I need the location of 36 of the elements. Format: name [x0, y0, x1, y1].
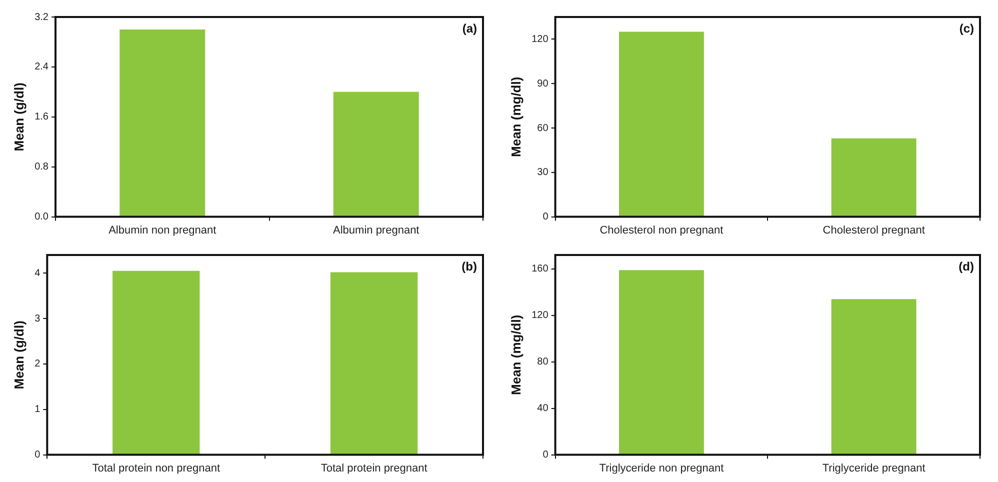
y-tick-label: 0.0: [34, 212, 49, 223]
y-tick-label: 160: [532, 264, 549, 275]
y-axis-title: Mean (mg/dl): [508, 76, 524, 157]
y-tick-label: 90: [537, 78, 549, 90]
y-axis-title: Mean (g/dl): [11, 82, 26, 152]
y-tick-label: 1: [34, 404, 41, 416]
y-axis-title: Mean (g/dl): [11, 320, 26, 390]
x-tick-label: Triglyceride pregnant: [822, 462, 926, 474]
y-tick-label: 120: [532, 310, 549, 322]
x-tick-label: Total protein non pregnant: [92, 462, 220, 474]
y-tick-label: 0: [542, 212, 549, 223]
annotation: (d): [958, 259, 974, 274]
y-tick-label: 3: [34, 313, 41, 324]
y-tick-label: 2.4: [34, 62, 49, 73]
x-tick-label: Triglyceride non pregnant: [599, 462, 724, 474]
y-tick-label: 0: [34, 450, 41, 461]
y-tick-label: 60: [537, 122, 549, 134]
x-tick-label: Total protein pregnant: [320, 462, 428, 474]
y-tick-label: 120: [532, 34, 549, 45]
annotation: (b): [462, 259, 477, 274]
y-tick-label: 0: [542, 450, 549, 461]
y-tick-label: 30: [537, 167, 549, 178]
x-tick-label: Albumin non pregnant: [108, 224, 216, 236]
y-tick-label: 2: [34, 358, 41, 370]
annotation: (a): [462, 21, 477, 36]
y-tick-label: 3.2: [34, 12, 49, 23]
x-tick-label: Cholesterol non pregnant: [600, 224, 724, 236]
y-tick-label: 80: [537, 356, 549, 368]
annotation: (c): [959, 21, 974, 36]
x-tick-label: Cholesterol pregnant: [822, 224, 925, 236]
y-axis-title: Mean (mg/dl): [508, 314, 524, 395]
y-tick-label: 1.6: [34, 112, 49, 123]
x-tick-label: Albumin pregnant: [333, 224, 420, 236]
y-tick-label: 4: [34, 268, 41, 279]
y-tick-label: 40: [537, 403, 549, 414]
y-tick-label: 0.8: [34, 162, 49, 173]
